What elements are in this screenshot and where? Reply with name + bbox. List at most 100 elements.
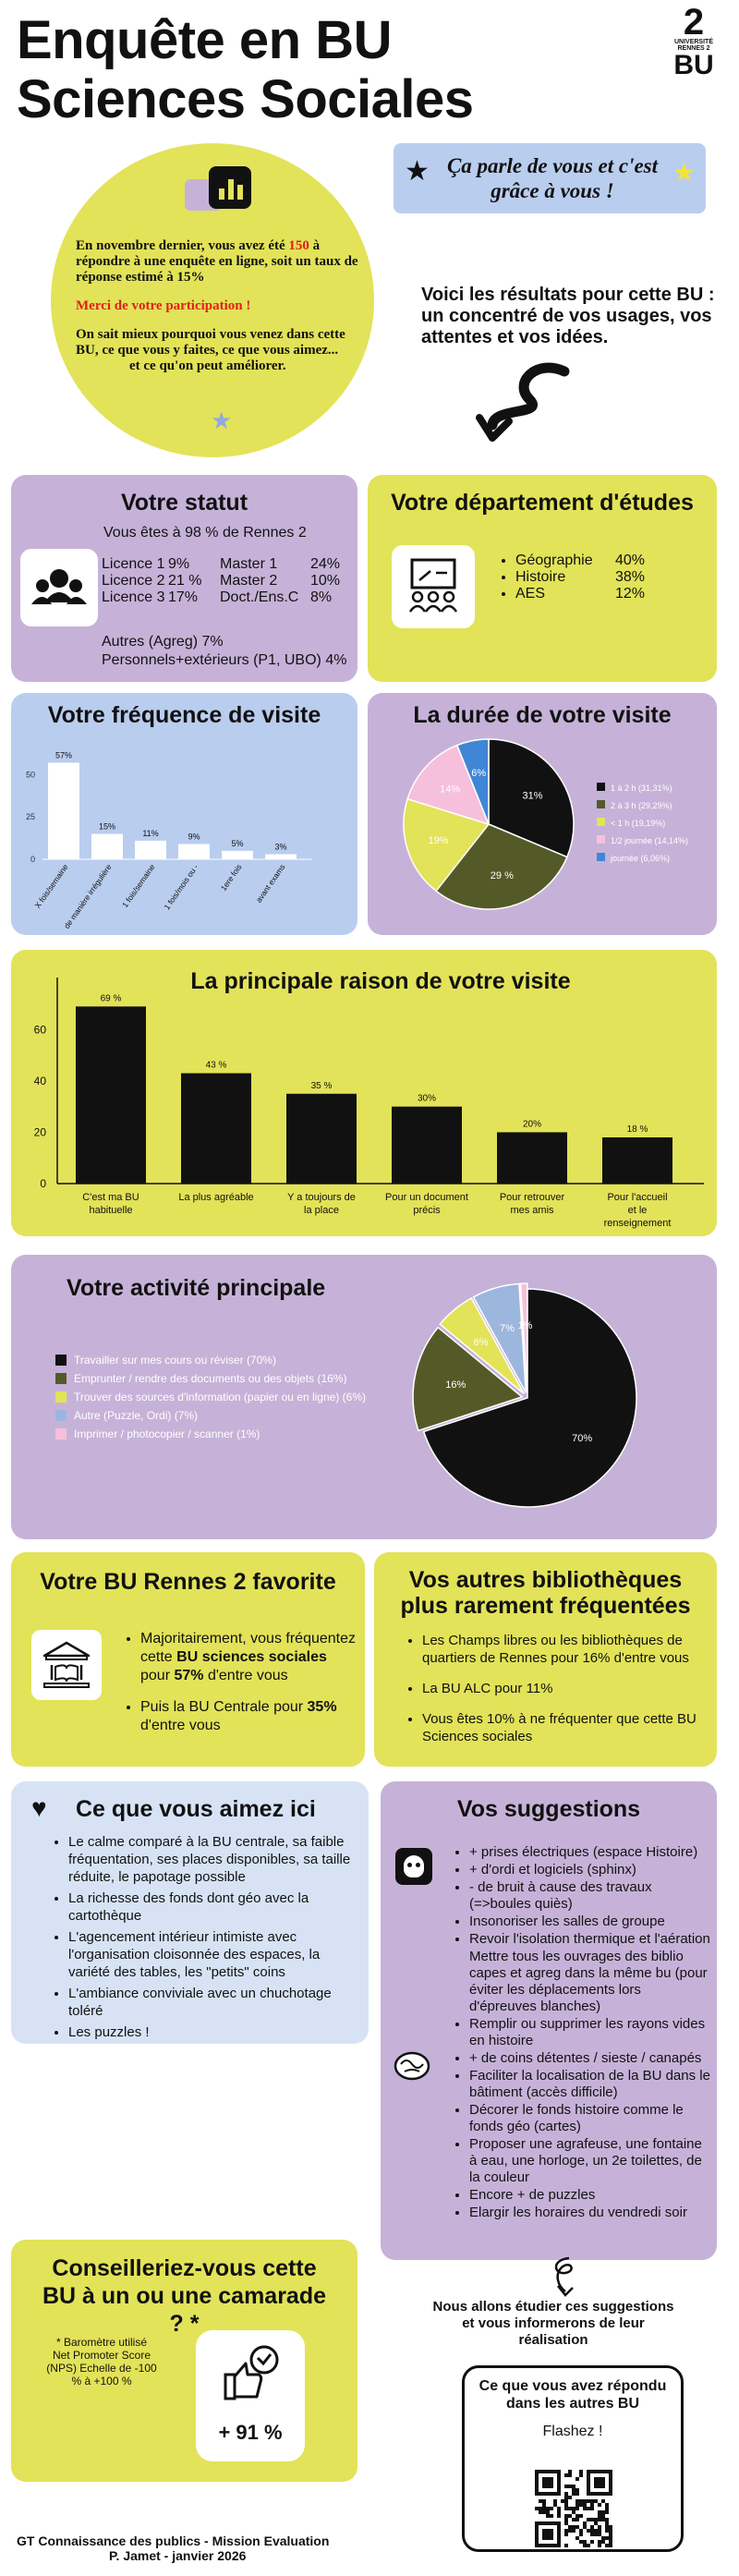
qr-module <box>575 2477 579 2481</box>
qr-module <box>572 2529 575 2533</box>
qr-module <box>553 2499 557 2503</box>
qr-module <box>575 2488 579 2492</box>
list-item: Remplir ou supprimer les rayons vides en… <box>469 2016 711 2049</box>
qr-module <box>568 2470 572 2473</box>
list-item: La richesse des fonds dont géo avec la c… <box>68 1889 362 1925</box>
bar <box>91 833 123 859</box>
qr-module <box>601 2536 605 2540</box>
qr-module <box>564 2533 568 2536</box>
qr-finder-core <box>542 2529 553 2540</box>
nps-score: + 91 % <box>218 2421 283 2444</box>
qr-module <box>564 2514 568 2518</box>
pie-slice <box>412 1326 524 1432</box>
heart-icon: ♥ <box>31 1793 47 1822</box>
pie-slice <box>519 1282 528 1393</box>
qr-module <box>590 2518 594 2521</box>
qr-module <box>572 2485 575 2488</box>
qr-module <box>550 2507 553 2510</box>
qr-module <box>583 2525 587 2529</box>
statut-other-2: Personnels+extérieurs (P1, UBO) 4% <box>102 652 347 668</box>
chart-icon <box>185 166 257 213</box>
bar-value-label: 5% <box>231 839 243 848</box>
qr-module <box>542 2507 546 2510</box>
legend-item: journée (6,06%) <box>597 850 688 868</box>
table-row: Licence 2 21 % Master 2 10% <box>102 573 341 589</box>
x-tick-label: La plus agréable <box>178 1192 253 1203</box>
qr-module <box>590 2529 594 2533</box>
legend-item: Imprimer / photocopier / scanner (1%) <box>55 1425 366 1443</box>
raison-chart: 0 20 40 60 69 % C'est ma BU habituelle 43 % La p… <box>34 978 704 1229</box>
pie-slice <box>403 797 491 893</box>
x-tick-label: Pour un document précis <box>385 1192 468 1216</box>
slice-label: 16% <box>445 1379 466 1391</box>
qr-module <box>609 2544 612 2547</box>
star-icon: ★ <box>211 407 233 434</box>
list-item: + prises électriques (espace Histoire) <box>469 1844 711 1861</box>
qr-module <box>568 2485 572 2488</box>
qr-module <box>605 2521 609 2525</box>
y-tick-label: 0 <box>40 1177 46 1190</box>
bar <box>497 1132 567 1184</box>
qr-module <box>590 2540 594 2544</box>
qr-module <box>590 2525 594 2529</box>
qr-module <box>601 2510 605 2514</box>
qr-module <box>601 2540 605 2544</box>
statut-other-1: Autres (Agreg) 7% <box>102 634 224 650</box>
qr-module <box>542 2503 546 2507</box>
x-tick-label: Pour l'accueil et le renseignement <box>604 1192 672 1229</box>
qr-module <box>609 2540 612 2544</box>
x-tick-label: 1 fois/mois ou - <box>162 862 200 911</box>
qr-module <box>575 2536 579 2540</box>
arrow-down-icon <box>554 2256 574 2297</box>
autres-list: Les Champs libres ou les bibliothèques d… <box>402 1632 707 1749</box>
qr-card: Ce que vous avez répondu dans les autres… <box>462 2365 684 2552</box>
qr-module <box>579 2533 583 2536</box>
bar-value-label: 3% <box>274 843 286 852</box>
qr-module <box>605 2544 609 2547</box>
bar-value-label: 43 % <box>206 1061 227 1071</box>
qr-module <box>598 2540 601 2544</box>
logo-city: RENNES 2 <box>677 45 710 52</box>
footer-line-1: GT Connaissance des publics - Mission Ev… <box>17 2533 330 2548</box>
legend-item: Autre (Puzzle, Ordi) (7%) <box>55 1406 366 1425</box>
legend-item: 2 à 3 h (29,29%) <box>597 797 688 815</box>
qr-module <box>564 2544 568 2547</box>
list-item: Vous êtes 10% à ne fréquenter que cette … <box>422 1710 707 1745</box>
list-item: Les Champs libres ou les bibliothèques d… <box>422 1632 707 1667</box>
departement-title: Votre département d'études <box>391 490 694 516</box>
bar <box>265 854 297 859</box>
legend-item: Trouver des sources d'information (papie… <box>55 1388 366 1406</box>
x-tick-label: de manière irrégulière <box>62 862 114 930</box>
qr-module <box>564 2507 568 2510</box>
qr-module <box>568 2507 572 2510</box>
x-tick-label: 1ere fois <box>219 862 244 892</box>
presentation-icon <box>408 558 458 613</box>
qr-module <box>575 2518 579 2521</box>
qr-module <box>572 2525 575 2529</box>
bar-value-label: 9% <box>188 832 200 842</box>
presentation-icon-badge <box>392 545 475 628</box>
legend-item: Travailler sur mes cours ou réviser (70%… <box>55 1351 366 1369</box>
qr-module <box>572 2510 575 2514</box>
x-tick-label: Y a toujours de la place <box>287 1192 356 1216</box>
qr-code[interactable] <box>535 2470 612 2547</box>
bar <box>76 1006 146 1184</box>
mask-icon <box>395 1848 432 1885</box>
slice-label: 14% <box>440 784 460 795</box>
qr-module <box>583 2499 587 2503</box>
qr-module <box>575 2499 579 2503</box>
bar <box>48 762 79 859</box>
statut-subtitle: Vous êtes à 98 % de Rennes 2 <box>103 525 307 541</box>
qr-module <box>564 2529 568 2533</box>
y-tick-label: 50 <box>26 770 35 779</box>
qr-module <box>583 2503 587 2507</box>
legend-item: Emprunter / rendre des documents ou des … <box>55 1369 366 1388</box>
table-row: Licence 3 17% Doct./Ens.C 8% <box>102 589 333 605</box>
logo-number: 2 <box>683 2 705 43</box>
qr-module <box>535 2507 539 2510</box>
slice-label: 31% <box>522 790 542 801</box>
statut-title: Votre statut <box>120 490 248 516</box>
qr-module <box>539 2499 542 2503</box>
y-tick-label: 0 <box>30 855 35 864</box>
